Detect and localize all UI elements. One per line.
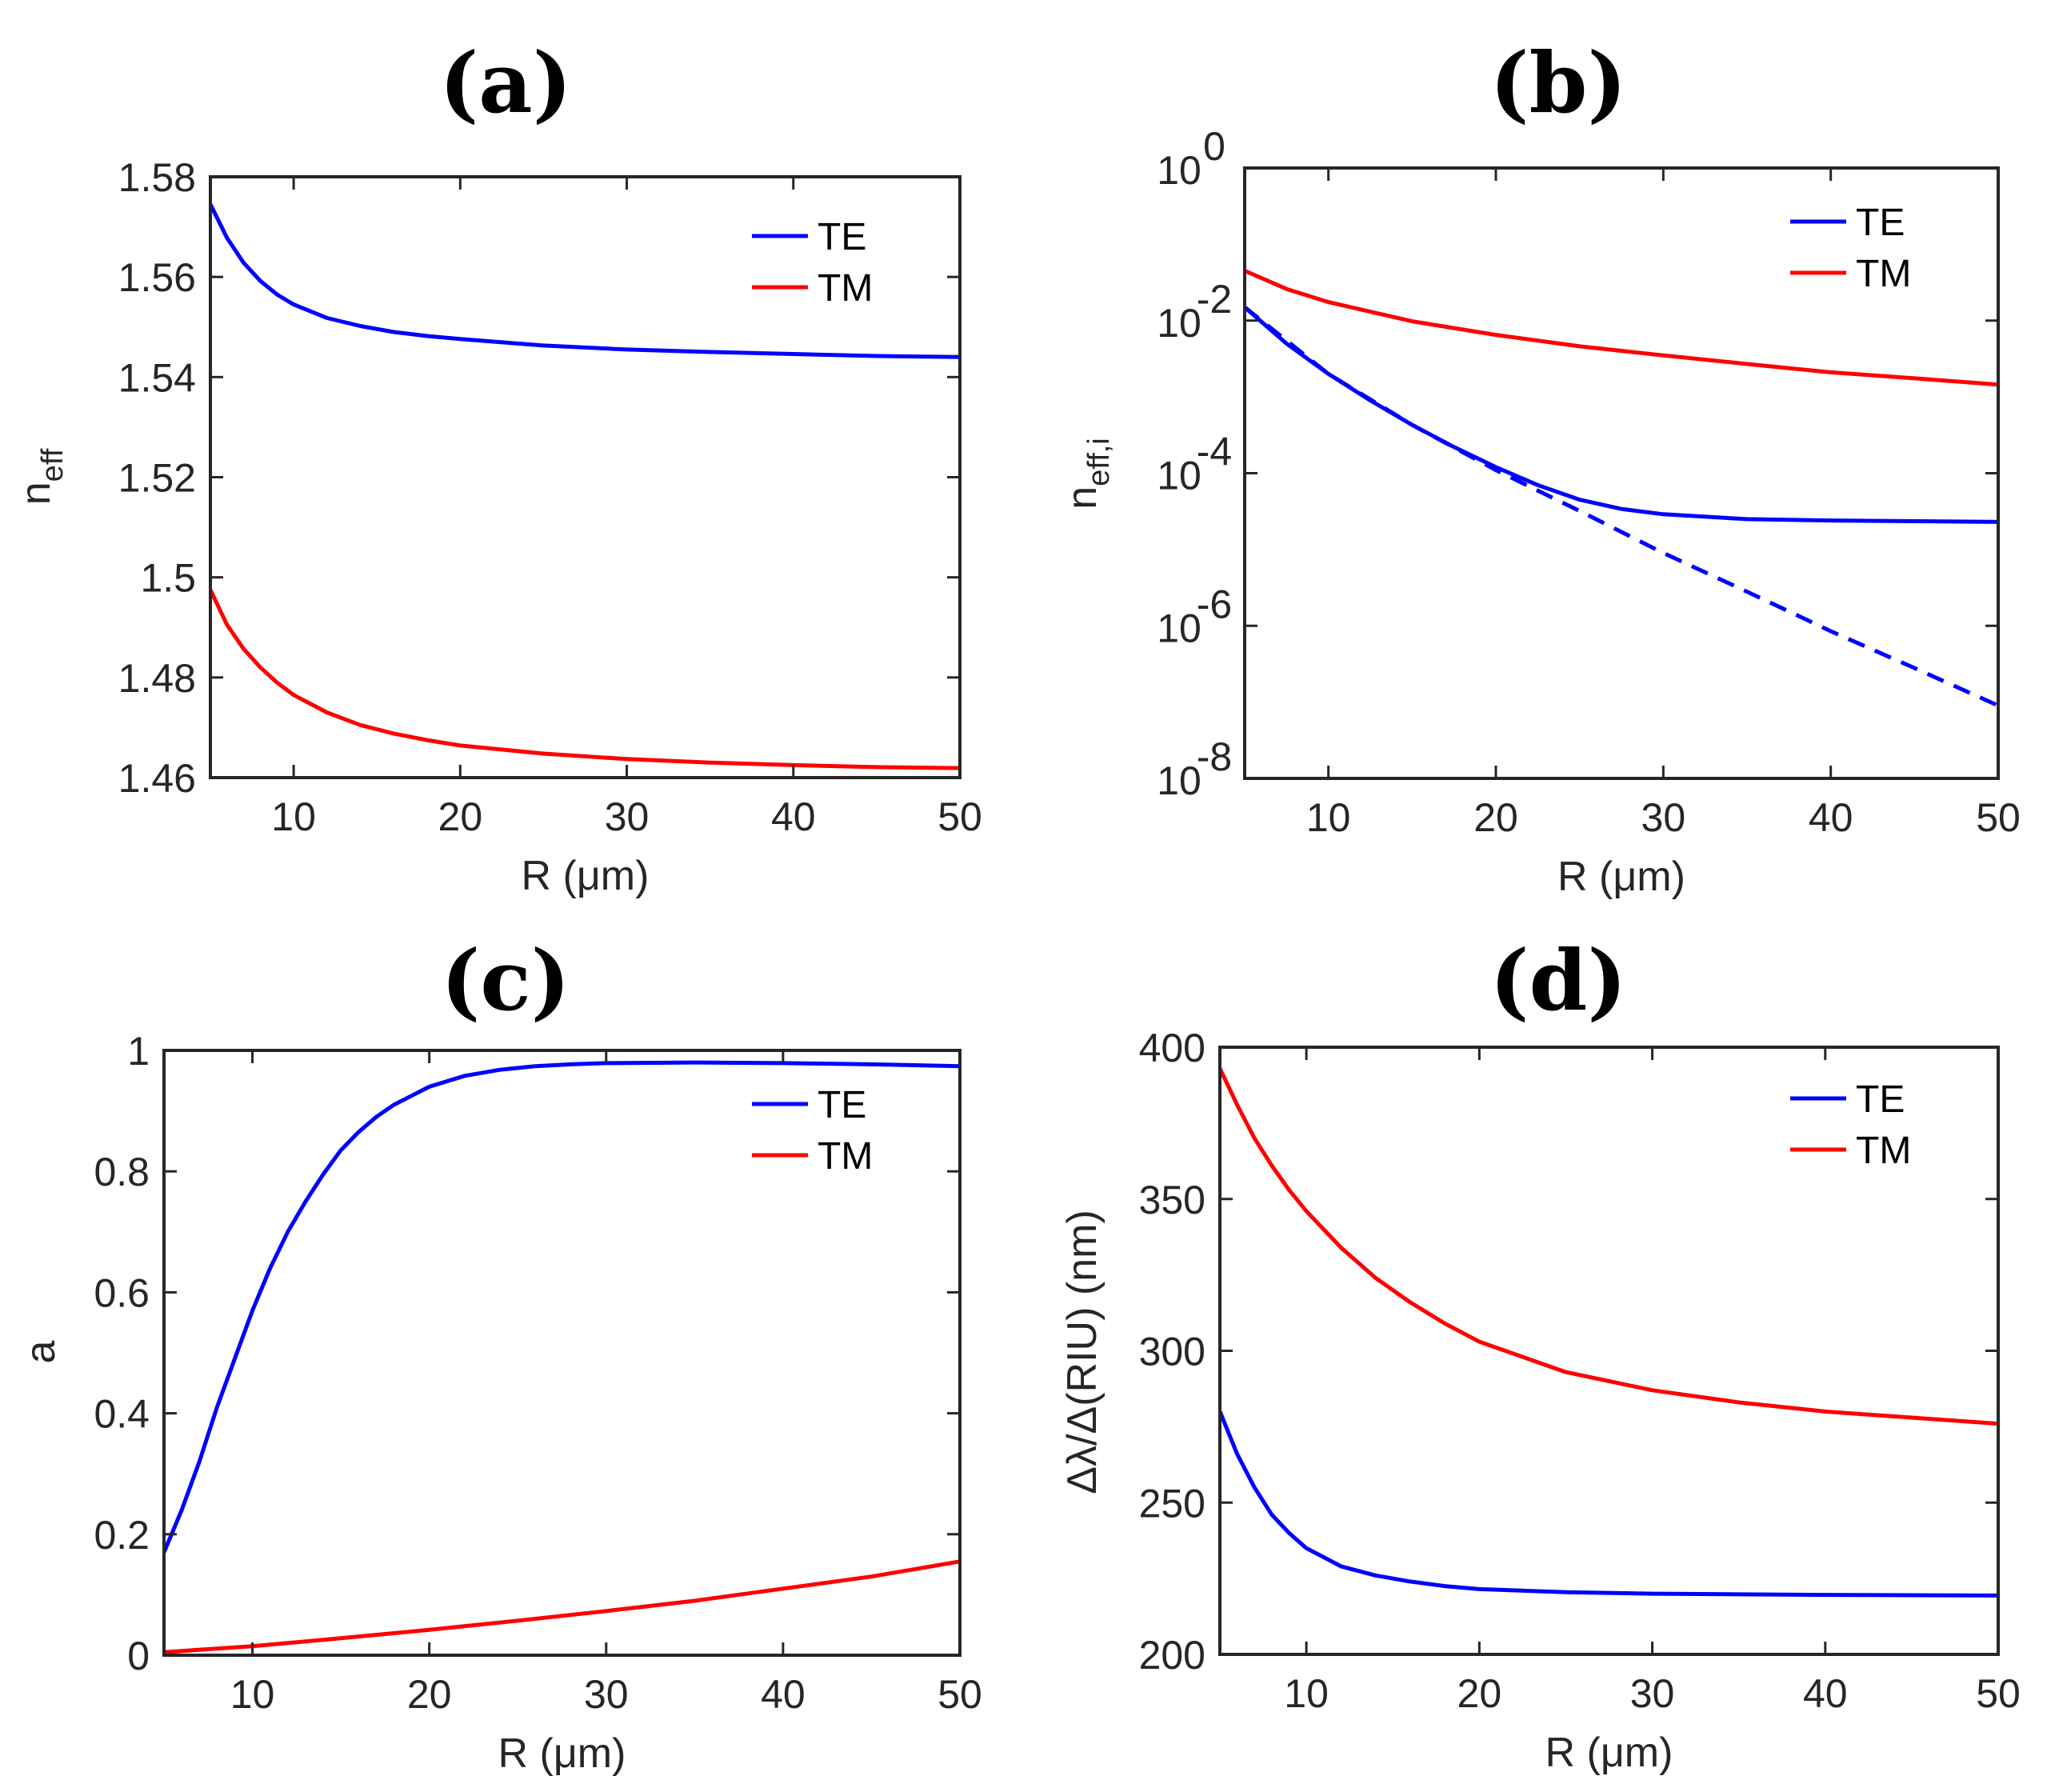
legend-label-tm: TM [818, 1135, 873, 1178]
y-axis-label-main: a [18, 1340, 64, 1363]
y-axis-label: a [18, 1340, 64, 1363]
plot-area [164, 1050, 960, 1655]
series-line-te [1220, 1409, 1998, 1598]
y-tick-label: 1.54 [118, 355, 196, 400]
y-tick-label: 400 [1139, 1026, 1205, 1070]
y-tick-label-base: 10 [1157, 301, 1201, 346]
panel-title: (a) [439, 34, 572, 132]
chart-panel-4: 10 20 30 40 50 200 250 300 350 400 R (μm) Δλ/Δ(RIU)… [1059, 931, 2021, 1776]
y-tick-label: 1 [127, 1029, 150, 1074]
x-tick-label: 10 [1284, 1671, 1329, 1716]
x-tick-label: 10 [230, 1672, 275, 1717]
x-axis-label: R (μm) [1557, 854, 1685, 900]
x-tick-label: 40 [771, 794, 816, 839]
series-line-tm [210, 587, 960, 770]
y-axis-label: neff [13, 448, 70, 505]
x-tick-label: 20 [1473, 795, 1518, 840]
x-tick-label: 40 [761, 1672, 806, 1717]
y-tick-label-exponent: -8 [1197, 734, 1232, 779]
legend-label-tm: TM [1856, 253, 1911, 295]
y-axis-label-main: n [1059, 486, 1105, 510]
y-tick-label: 0.4 [94, 1392, 150, 1437]
x-tick-label: 30 [605, 794, 650, 839]
y-tick-label: 200 [1139, 1633, 1205, 1678]
x-axis-label: R (μm) [1545, 1730, 1673, 1776]
chart-panel-1: 10 20 30 40 50 1.46 1.48 1.5 1.52 1.54 1.56 1.58 R (… [13, 34, 982, 899]
y-tick-label: 300 [1139, 1330, 1205, 1374]
y-tick-label: 1.48 [118, 656, 196, 701]
x-tick-label: 30 [1630, 1671, 1675, 1716]
y-axis-label: Δλ/Δ(RIU) (nm) [1059, 1210, 1105, 1494]
y-tick-label-base: 10 [1157, 758, 1201, 803]
y-axis-label-main: Δλ/Δ(RIU) (nm) [1059, 1210, 1105, 1494]
axes-frame [162, 1049, 962, 1657]
y-tick-label: 1.52 [118, 456, 196, 501]
y-axis-label-main: n [13, 482, 59, 505]
x-tick-label: 50 [1976, 1671, 2021, 1716]
y-tick-label: 1.56 [118, 255, 196, 300]
series-line-te-dashed- [1245, 306, 1998, 708]
x-tick-label: 20 [407, 1672, 452, 1717]
y-tick-label: 0.2 [94, 1513, 150, 1558]
y-tick-label-base: 10 [1157, 148, 1201, 193]
legend-label-tm: TM [1856, 1130, 1911, 1172]
series-line-tm [1220, 1066, 1998, 1426]
y-tick-label: 1.5 [140, 556, 196, 601]
y-tick-label: 0.6 [94, 1270, 150, 1315]
series-line-tm [164, 1559, 960, 1654]
y-axis-label-subscript: eff,i [1082, 438, 1116, 486]
panel-title: (d) [1489, 931, 1626, 1030]
legend-label-te: TE [818, 1084, 866, 1126]
x-tick-label: 20 [1457, 1671, 1502, 1716]
y-tick-label-base: 10 [1157, 454, 1201, 498]
plot-area [210, 177, 960, 778]
legend-label-te: TE [1856, 202, 1905, 244]
y-tick-label-exponent: 0 [1203, 124, 1225, 169]
y-tick-label: 0 [127, 1634, 150, 1678]
series-line-te [210, 202, 960, 359]
legend-label-te: TE [818, 216, 866, 258]
y-tick-label-exponent: -2 [1197, 277, 1232, 322]
x-axis-label: R (μm) [498, 1730, 626, 1777]
x-tick-label: 10 [1306, 795, 1351, 840]
chart-panel-3: 10 20 30 40 50 0 0.2 0.4 0.6 0.8 1 R (μm) a (c) TE TM [18, 931, 982, 1777]
y-tick-label-exponent: -4 [1197, 430, 1232, 474]
x-tick-label: 30 [1641, 795, 1686, 840]
plot-area [1245, 168, 1998, 778]
x-tick-label: 20 [438, 794, 483, 839]
y-axis-label-subscript: eff [36, 448, 70, 482]
legend-label-tm: TM [818, 267, 873, 310]
x-tick-label: 10 [271, 794, 316, 839]
x-tick-label: 50 [938, 1672, 982, 1717]
series-line-tm [1245, 268, 1998, 387]
plot-area [1220, 1047, 1998, 1654]
y-tick-label-base: 10 [1157, 606, 1201, 650]
legend-label-te: TE [1856, 1078, 1905, 1121]
x-tick-label: 50 [1976, 795, 2021, 840]
x-tick-label: 40 [1809, 795, 1853, 840]
y-tick-label: 1.58 [118, 155, 196, 200]
y-tick-label: 350 [1139, 1178, 1205, 1222]
y-tick-label: 1.46 [118, 756, 196, 801]
x-axis-label: R (μm) [522, 853, 650, 899]
x-tick-label: 50 [938, 794, 982, 839]
y-tick-label: 0.8 [94, 1150, 150, 1194]
y-tick-label-exponent: -6 [1197, 582, 1232, 626]
panel-title: (b) [1489, 34, 1626, 132]
x-tick-label: 30 [584, 1672, 629, 1717]
y-axis-label: neff,i [1059, 438, 1116, 509]
x-tick-label: 40 [1803, 1671, 1848, 1716]
panel-title: (c) [441, 931, 570, 1030]
y-tick-label: 250 [1139, 1481, 1205, 1526]
